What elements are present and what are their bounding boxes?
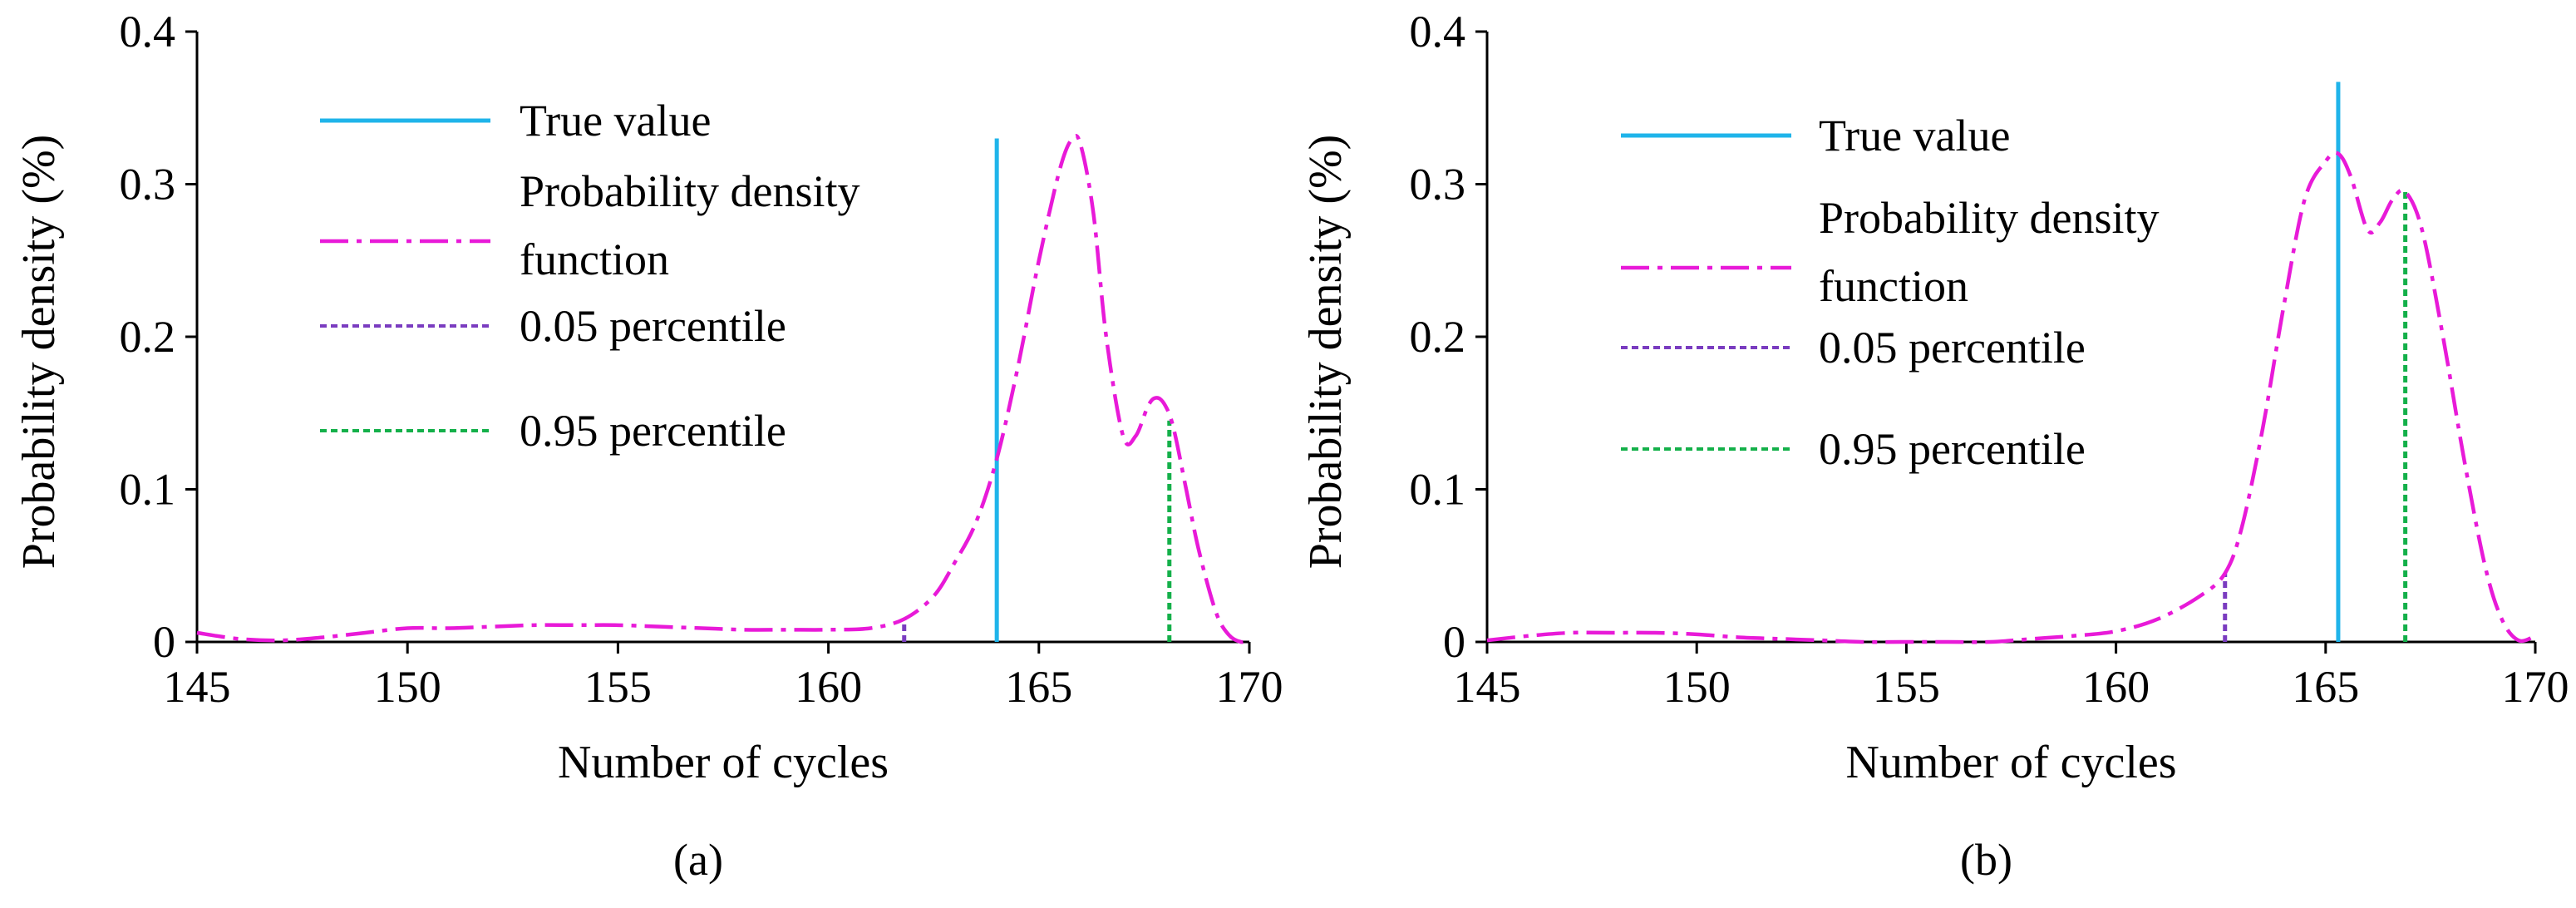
y-tick-label: 0.3 xyxy=(120,160,176,210)
x-tick-label: 155 xyxy=(584,662,652,712)
x-tick-label: 170 xyxy=(1216,662,1283,712)
x-tick-label: 165 xyxy=(1005,662,1072,712)
x-axis-title-a: Number of cycles xyxy=(558,737,889,788)
x-tick-label: 150 xyxy=(374,662,441,712)
axes-a: 145 150 155 160 165 170 0 0.1 0.2 0.3 0.4 xyxy=(120,7,1283,712)
y-tick-label: 0.2 xyxy=(120,312,176,362)
legend-b: True value Probability density function 0… xyxy=(1621,111,2159,474)
x-tick-label: 145 xyxy=(1454,662,1521,712)
x-tick-label: 160 xyxy=(2082,662,2150,712)
legend-label-pdf: Probability density function xyxy=(1819,193,2159,311)
panel-label-a: (a) xyxy=(673,835,723,885)
y-tick-label: 0.1 xyxy=(120,465,176,515)
y-tick-label: 0.1 xyxy=(1410,465,1466,515)
legend-label-p95: 0.95 percentile xyxy=(520,406,786,456)
legend-label-pdf-line2: function xyxy=(1819,261,1968,311)
y-tick-label: 0.4 xyxy=(120,7,176,57)
legend-label-p05: 0.05 percentile xyxy=(520,301,786,351)
x-tick-label: 155 xyxy=(1873,662,1940,712)
legend-label-pdf-line1: Probability density xyxy=(520,166,859,216)
x-tick-label: 170 xyxy=(2502,662,2569,712)
marks-a xyxy=(196,134,1250,644)
marks-b xyxy=(1486,81,2536,644)
y-axis-title-a: Probability density (%) xyxy=(13,135,65,570)
legend-label-true-value: True value xyxy=(520,96,711,146)
chart-panel-a: 145 150 155 160 165 170 0 0.1 0.2 0.3 0.4 True val… xyxy=(13,7,1283,885)
y-tick-label: 0.2 xyxy=(1410,312,1466,362)
y-tick-label: 0 xyxy=(1443,617,1465,667)
legend-label-p05: 0.05 percentile xyxy=(1819,323,2086,373)
x-tick-label: 150 xyxy=(1663,662,1731,712)
y-tick-label: 0 xyxy=(153,617,175,667)
x-tick-label: 145 xyxy=(164,662,231,712)
y-axis-title-b: Probability density (%) xyxy=(1300,135,1352,570)
legend-label-pdf-line1: Probability density xyxy=(1819,193,2159,243)
pdf-series-line xyxy=(196,134,1250,644)
legend-label-pdf: Probability density function xyxy=(520,166,859,284)
x-tick-label: 165 xyxy=(2292,662,2359,712)
x-axis-title-b: Number of cycles xyxy=(1845,737,2176,788)
panel-label-b: (b) xyxy=(1960,835,2012,885)
y-tick-label: 0.3 xyxy=(1410,160,1466,210)
axes-b: 145 150 155 160 165 170 0 0.1 0.2 0.3 0.4 xyxy=(1410,7,2569,712)
legend-a: True value Probability density function 0… xyxy=(320,96,859,456)
legend-label-true-value: True value xyxy=(1819,111,2010,160)
legend-label-pdf-line2: function xyxy=(520,234,669,284)
chart-panel-b: 145 150 155 160 165 170 0 0.1 0.2 0.3 0.4 True val… xyxy=(1300,7,2569,885)
y-tick-label: 0.4 xyxy=(1410,7,1466,57)
pdf-series-line xyxy=(1486,151,2536,644)
legend-label-p95: 0.95 percentile xyxy=(1819,424,2086,474)
x-tick-label: 160 xyxy=(795,662,862,712)
